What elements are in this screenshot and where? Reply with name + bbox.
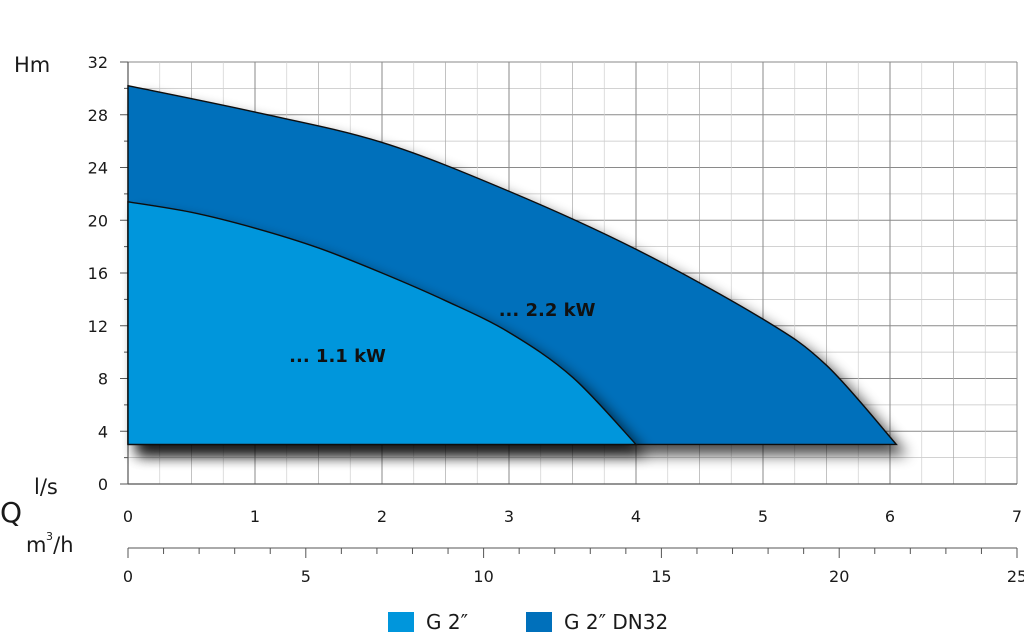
y-tick-label: 20	[88, 211, 108, 230]
y-tick-label: 12	[88, 317, 108, 336]
x-axis-m3h-superscript: 3	[46, 530, 53, 543]
legend-item-g2: G 2″	[388, 610, 468, 634]
legend-label-g2: G 2″	[426, 610, 469, 634]
x-m3h-tick-label: 15	[651, 567, 671, 586]
x-ls-tick-label: 2	[377, 507, 387, 526]
legend-label-g2-dn32: G 2″ DN32	[564, 610, 669, 634]
x-m3h-tick-label: 25	[1007, 567, 1024, 586]
y-tick-label: 0	[98, 475, 108, 494]
legend: G 2″ G 2″ DN32	[0, 610, 1024, 638]
x-ls-tick-label: 0	[123, 507, 133, 526]
x-ls-tick-label: 7	[1012, 507, 1022, 526]
y-tick-label: 32	[88, 53, 108, 72]
legend-item-g2-dn32: G 2″ DN32	[526, 610, 668, 634]
x-axis-m3h: 0 5 10 15 20 25	[123, 547, 1024, 586]
y-tick-label: 24	[88, 159, 108, 178]
x-m3h-tick-label: 0	[123, 567, 133, 586]
x-ls-tick-label: 6	[885, 507, 895, 526]
legend-swatch-g2	[388, 612, 414, 632]
x-axis-quantity-label: Q	[0, 496, 22, 529]
x-ls-tick-label: 3	[504, 507, 514, 526]
area-label-0: ... 1.1 kW	[289, 346, 386, 367]
x-ls-tick-label: 5	[758, 507, 768, 526]
x-m3h-tick-label: 20	[829, 567, 849, 586]
y-tick-label: 28	[88, 106, 108, 125]
x-axis-ls-unit: l/s	[34, 475, 58, 499]
x-ls-tick-label: 1	[250, 507, 260, 526]
area-label-1: ... 2.2 kW	[499, 300, 596, 321]
x-axis-m3h-unit: m /h	[26, 533, 74, 557]
area-0	[127, 200, 638, 446]
legend-swatch-g2-dn32	[526, 612, 552, 632]
x-m3h-tick-label: 10	[473, 567, 493, 586]
curve-areas: ... 2.2 kW ... 1.1 kW	[127, 84, 898, 446]
y-tick-label: 4	[98, 422, 108, 441]
x-axis-ls: 0 1 2 3 4 5 6 7	[123, 507, 1022, 526]
y-tick-label: 8	[98, 370, 108, 389]
x-ls-tick-label: 4	[631, 507, 641, 526]
x-m3h-tick-label: 5	[301, 567, 311, 586]
y-axis: 0 4 8 12 16 20 24 28 32	[88, 53, 128, 494]
y-tick-label: 16	[88, 264, 108, 283]
y-axis-title: Hm	[14, 53, 50, 77]
